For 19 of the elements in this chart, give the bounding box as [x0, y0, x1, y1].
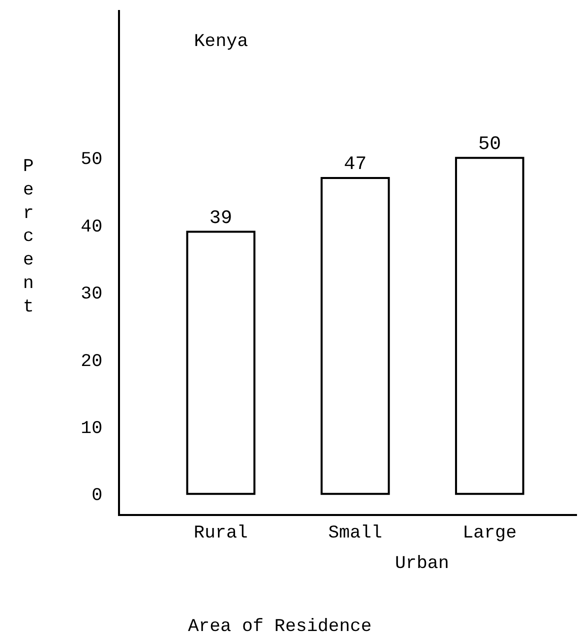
y-tick-label: 50 — [80, 150, 102, 170]
x-tick-label: Large — [462, 524, 517, 544]
bar — [186, 230, 256, 495]
x-tick-label: Small — [328, 524, 382, 544]
x-tick-label: Rural — [194, 524, 248, 544]
bar — [320, 177, 390, 495]
bar — [455, 156, 524, 495]
y-tick-label: 10 — [80, 418, 102, 439]
y-axis-title: Percent — [23, 157, 34, 318]
text: Kenya — [194, 32, 248, 52]
y-tick-label: 30 — [80, 284, 102, 305]
x-axis-title: Area of Residence — [188, 617, 372, 637]
y-tick-label: 0 — [92, 486, 102, 506]
data-label: 47 — [344, 153, 367, 175]
data-label: 39 — [209, 206, 232, 229]
y-tick-label: 20 — [80, 352, 102, 372]
text: Urban — [395, 554, 450, 574]
data-label: 50 — [478, 132, 502, 155]
y-tick-label: 40 — [80, 217, 102, 238]
